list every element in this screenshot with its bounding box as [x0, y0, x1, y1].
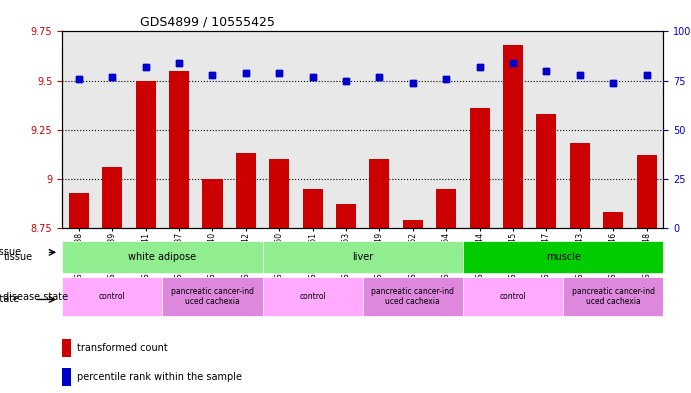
- Point: [341, 77, 352, 84]
- Text: pancreatic cancer-ind
uced cachexia: pancreatic cancer-ind uced cachexia: [571, 287, 655, 307]
- Bar: [403, 220, 423, 228]
- Point: [407, 79, 418, 86]
- Bar: [463, 31, 496, 228]
- Bar: [563, 31, 596, 228]
- Bar: [536, 114, 556, 228]
- Point: [374, 73, 385, 80]
- Text: GDS4899 / 10555425: GDS4899 / 10555425: [140, 16, 275, 29]
- Point: [374, 73, 385, 80]
- Text: pancreatic cancer-ind
uced cachexia: pancreatic cancer-ind uced cachexia: [171, 287, 254, 307]
- Bar: [169, 71, 189, 228]
- Text: control: control: [299, 292, 326, 301]
- Bar: [263, 31, 296, 228]
- Bar: [436, 189, 456, 228]
- Text: disease state: disease state: [0, 294, 19, 305]
- Point: [207, 72, 218, 78]
- Bar: [463, 277, 563, 316]
- Bar: [363, 31, 396, 228]
- Point: [608, 79, 619, 86]
- Bar: [95, 31, 129, 228]
- Bar: [269, 159, 290, 228]
- Point: [474, 64, 485, 70]
- Bar: [62, 277, 162, 316]
- Text: pancreatic cancer-ind
uced cachexia: pancreatic cancer-ind uced cachexia: [371, 287, 455, 307]
- Point: [240, 70, 252, 76]
- Bar: [363, 277, 463, 316]
- Bar: [463, 241, 663, 274]
- Text: control: control: [500, 292, 527, 301]
- Bar: [62, 369, 71, 386]
- Text: muscle: muscle: [546, 252, 580, 263]
- Bar: [330, 31, 363, 228]
- Point: [507, 60, 518, 66]
- Point: [441, 75, 452, 82]
- Bar: [62, 339, 71, 357]
- Bar: [570, 143, 590, 228]
- Bar: [396, 31, 430, 228]
- Bar: [596, 31, 630, 228]
- Bar: [296, 31, 330, 228]
- Point: [441, 75, 452, 82]
- Text: transformed count: transformed count: [77, 343, 168, 353]
- Bar: [470, 108, 490, 228]
- Bar: [563, 277, 663, 316]
- Bar: [630, 31, 663, 228]
- Point: [407, 79, 418, 86]
- Bar: [636, 155, 656, 228]
- Point: [140, 64, 151, 70]
- Point: [541, 68, 552, 74]
- Point: [274, 70, 285, 76]
- Point: [173, 60, 184, 66]
- Bar: [102, 167, 122, 228]
- Text: disease state: disease state: [3, 292, 68, 302]
- Point: [341, 77, 352, 84]
- Point: [507, 60, 518, 66]
- Bar: [135, 81, 155, 228]
- Text: tissue: tissue: [0, 247, 21, 257]
- Point: [173, 60, 184, 66]
- Point: [106, 73, 117, 80]
- Point: [641, 72, 652, 78]
- Bar: [62, 31, 95, 228]
- Bar: [503, 45, 523, 228]
- Bar: [303, 189, 323, 228]
- Point: [474, 64, 485, 70]
- Text: percentile rank within the sample: percentile rank within the sample: [77, 372, 243, 382]
- Point: [274, 70, 285, 76]
- Bar: [62, 241, 263, 274]
- Point: [106, 73, 117, 80]
- Point: [140, 64, 151, 70]
- Bar: [263, 277, 363, 316]
- Bar: [69, 193, 89, 228]
- Bar: [162, 31, 196, 228]
- Bar: [430, 31, 463, 228]
- Bar: [236, 153, 256, 228]
- Point: [541, 68, 552, 74]
- Point: [307, 73, 318, 80]
- Bar: [336, 204, 356, 228]
- Point: [574, 72, 585, 78]
- Bar: [162, 277, 263, 316]
- Text: tissue: tissue: [3, 252, 32, 263]
- Point: [641, 72, 652, 78]
- Bar: [129, 31, 162, 228]
- Bar: [196, 31, 229, 228]
- Bar: [530, 31, 563, 228]
- Point: [207, 72, 218, 78]
- Point: [307, 73, 318, 80]
- Bar: [496, 31, 530, 228]
- Point: [608, 79, 619, 86]
- Bar: [263, 241, 463, 274]
- Text: white adipose: white adipose: [129, 252, 196, 263]
- Text: liver: liver: [352, 252, 373, 263]
- Bar: [603, 212, 623, 228]
- Bar: [202, 179, 223, 228]
- Bar: [370, 159, 390, 228]
- Point: [574, 72, 585, 78]
- Point: [73, 75, 84, 82]
- Point: [73, 75, 84, 82]
- Point: [240, 70, 252, 76]
- Text: control: control: [99, 292, 126, 301]
- Bar: [229, 31, 263, 228]
